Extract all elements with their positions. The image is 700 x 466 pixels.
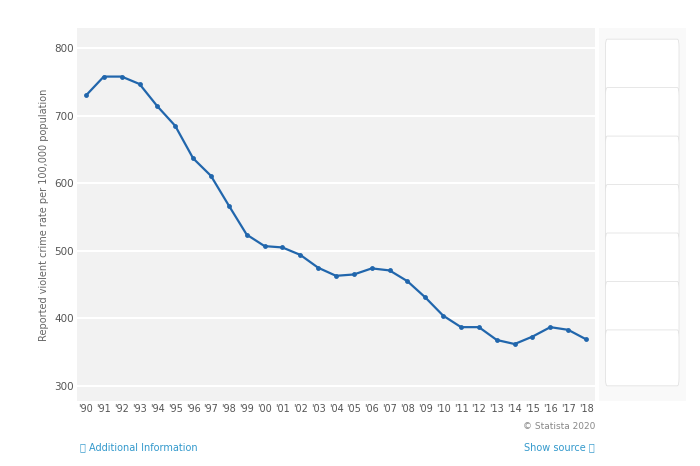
Text: © Statista 2020: © Statista 2020 <box>523 422 595 431</box>
FancyBboxPatch shape <box>606 281 679 337</box>
FancyBboxPatch shape <box>606 88 679 144</box>
FancyBboxPatch shape <box>606 185 679 240</box>
Y-axis label: Reported violent crime rate per 100,000 population: Reported violent crime rate per 100,000 … <box>39 88 49 341</box>
FancyBboxPatch shape <box>606 136 679 192</box>
FancyBboxPatch shape <box>606 39 679 95</box>
FancyBboxPatch shape <box>606 330 679 386</box>
Text: ⓘ Additional Information: ⓘ Additional Information <box>80 442 198 452</box>
Text: Show source ⓘ: Show source ⓘ <box>524 442 595 452</box>
FancyBboxPatch shape <box>606 233 679 289</box>
